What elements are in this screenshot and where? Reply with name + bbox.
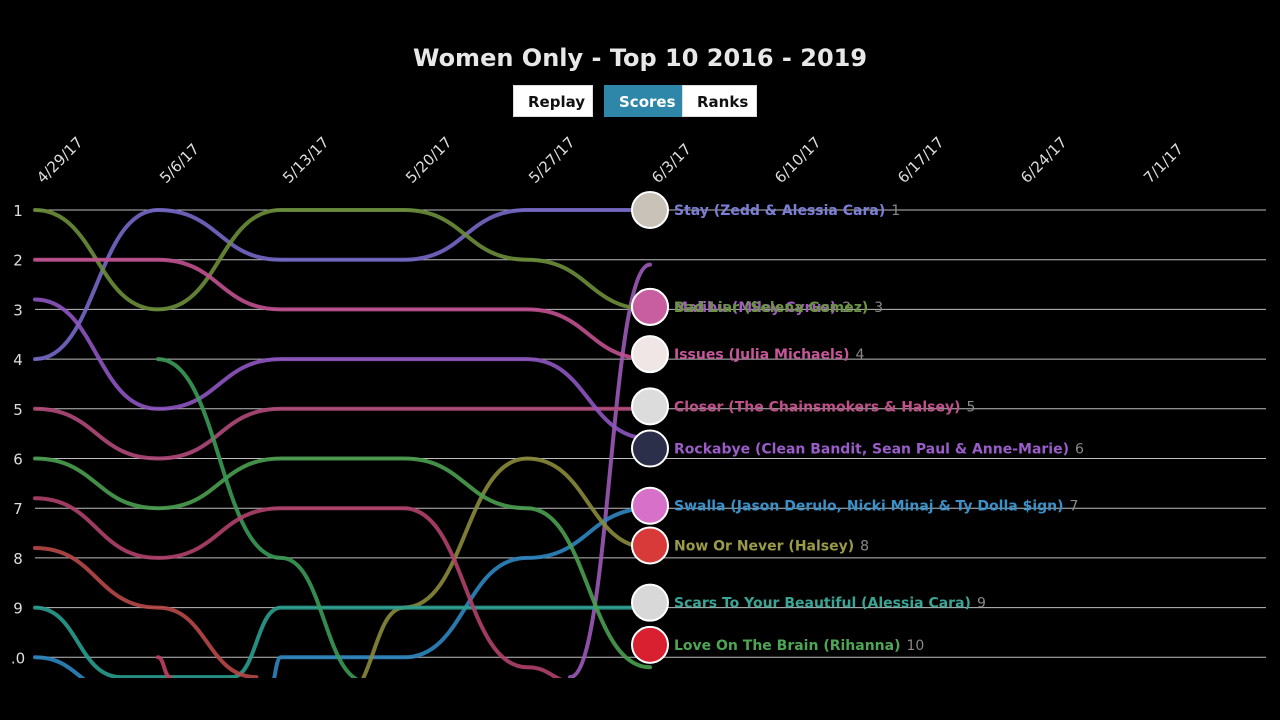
series-line — [33, 605, 652, 678]
series-line — [33, 496, 563, 678]
rank-tick-label: 7 — [13, 500, 23, 518]
song-score: 5 — [967, 399, 976, 415]
song-score: 8 — [860, 538, 869, 554]
date-tick-label: 7/1/17 — [1140, 140, 1187, 187]
song-avatar — [631, 287, 669, 326]
series-line — [156, 357, 359, 678]
series-line — [361, 456, 652, 678]
date-tick-label: 5/27/17 — [525, 133, 579, 187]
song-label: Scars To Your Beautiful (Alessia Cara) — [674, 596, 971, 612]
song-avatar — [631, 486, 669, 525]
series-line — [33, 506, 652, 678]
song-label: Swalla (Jason Derulo, Nicki Minaj & Ty D… — [674, 499, 1064, 515]
rank-tick-label: 5 — [13, 401, 23, 419]
song-label: Now Or Never (Halsey) — [674, 538, 854, 554]
rank-tick-label: 4 — [13, 351, 23, 369]
series-line — [156, 655, 173, 678]
date-tick-label: 6/17/17 — [894, 133, 948, 187]
song-label: Malibu (Miley Cyrus) — [674, 300, 836, 316]
song-label: Stay (Zedd & Alessia Cara) — [674, 203, 885, 219]
song-avatar — [631, 583, 669, 622]
series-line — [33, 207, 652, 312]
song-label: Closer (The Chainsmokers & Halsey) — [674, 399, 961, 415]
song-label: Bad Liar (Selena Gomez) — [674, 300, 868, 316]
ranks-button[interactable]: Ranks — [682, 85, 757, 117]
song-score: 6 — [1075, 442, 1084, 458]
scores-button[interactable]: Scores — [604, 85, 682, 117]
series-line — [33, 456, 652, 670]
date-tick-label: 6/10/17 — [771, 133, 825, 187]
date-tick-label: 4/29/17 — [33, 133, 87, 187]
replay-button[interactable]: Replay — [513, 85, 593, 117]
series-line — [33, 297, 652, 441]
song-label: Issues (Julia Michaels) — [674, 347, 850, 363]
song-avatar — [631, 191, 669, 229]
series-lines — [33, 207, 652, 678]
rank-tick-label: 2 — [13, 252, 23, 270]
song-label: Rockabye (Clean Bandit, Sean Paul & Anne… — [674, 442, 1069, 458]
rank-tick-label: .0 — [11, 649, 25, 667]
series-line — [33, 207, 652, 362]
date-tick-label: 5/6/17 — [156, 140, 203, 187]
rank-tick-label: 3 — [13, 301, 23, 319]
song-score: 2 — [842, 300, 851, 316]
song-avatar — [631, 526, 669, 565]
song-score: 10 — [907, 638, 925, 654]
series-line — [33, 406, 652, 461]
date-tick-label: 5/13/17 — [279, 133, 333, 187]
series-line — [33, 545, 259, 678]
song-avatar — [631, 387, 669, 426]
series-line — [33, 257, 652, 362]
song-score: 3 — [874, 300, 883, 316]
view-controls: Replay Scores Ranks — [513, 85, 757, 117]
song-avatar — [631, 429, 669, 468]
song-score: 7 — [1070, 499, 1079, 515]
song-score: 1 — [891, 203, 900, 219]
song-score: 4 — [856, 347, 865, 363]
series-line — [568, 262, 652, 678]
rank-tick-label: 8 — [13, 550, 23, 568]
rank-tick-label: 1 — [13, 202, 23, 220]
rank-tick-label: 6 — [13, 451, 23, 469]
date-tick-label: 6/3/17 — [648, 140, 695, 187]
song-score: 9 — [977, 596, 986, 612]
date-tick-label: 6/24/17 — [1017, 133, 1071, 187]
chart-title: Women Only - Top 10 2016 - 2019 — [412, 44, 868, 72]
rank-tick-label: 9 — [13, 600, 23, 618]
song-avatar — [631, 335, 669, 374]
song-label: Love On The Brain (Rihanna) — [674, 638, 901, 654]
song-avatar — [631, 625, 669, 664]
date-tick-label: 5/20/17 — [402, 133, 456, 187]
